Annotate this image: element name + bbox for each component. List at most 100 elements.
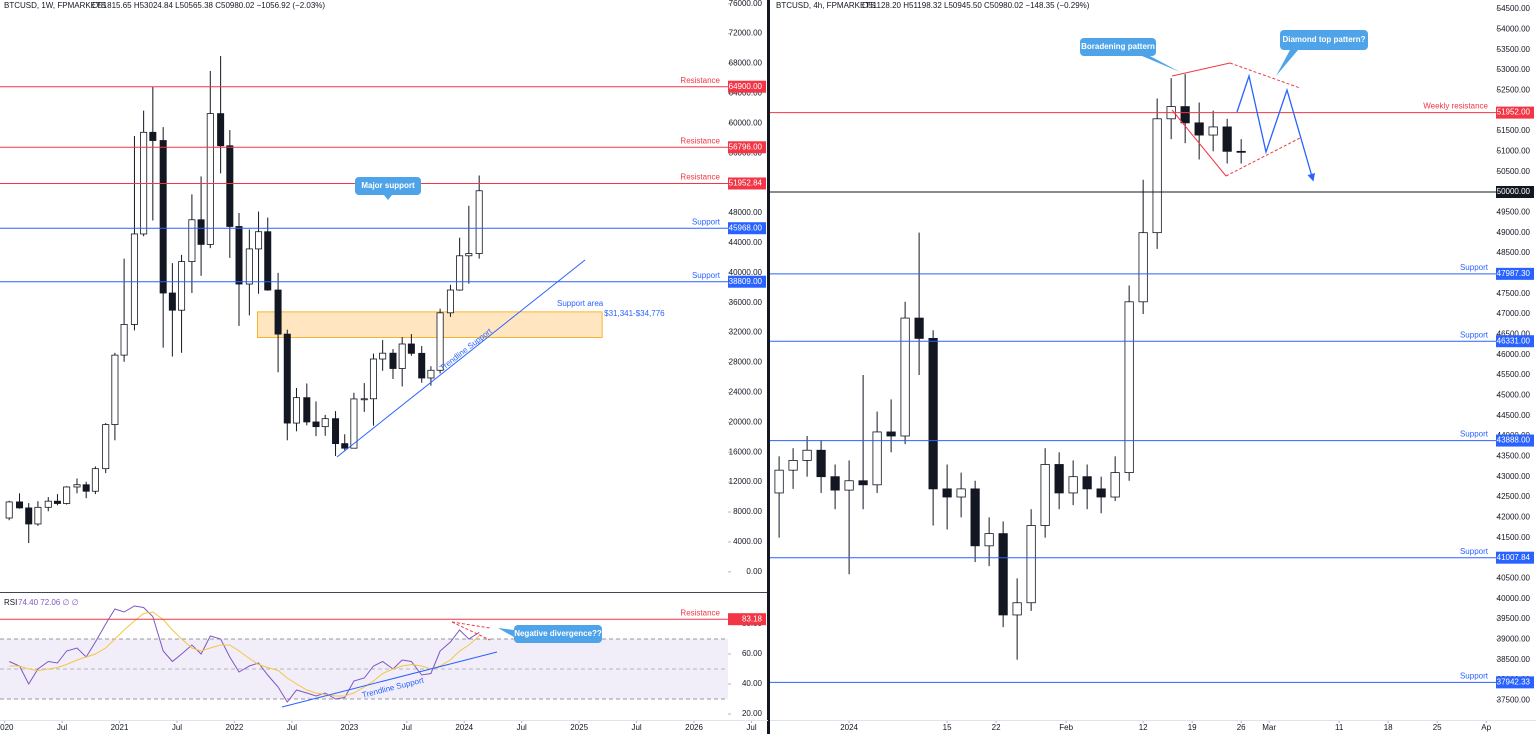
candle-body [379, 352, 387, 360]
x-tick-label: Jul [517, 723, 527, 732]
candle-body [802, 449, 812, 461]
candle-body [774, 469, 784, 494]
broadening-callout: Boradening pattern [1080, 38, 1180, 72]
symbol-header: BTCUSD, 1W, FPMARKETS [4, 1, 106, 10]
price-tag [1496, 335, 1534, 348]
candle-body [1026, 525, 1036, 604]
symbol-header: BTCUSD, 4h, FPMARKETS [776, 1, 876, 10]
y-tick-label: 32000.00 [729, 328, 763, 337]
x-tick-label: 2021 [111, 723, 129, 732]
price-tag-label: 51952.00 [1497, 108, 1531, 117]
price-tag-label: 56796.00 [729, 142, 763, 151]
candle-body [1054, 464, 1064, 494]
candle-body [1138, 232, 1148, 303]
candle-body [303, 397, 311, 423]
y-tick-label: 40000.00 [1497, 594, 1531, 603]
pattern-line [1171, 62, 1231, 77]
price-tag [1496, 267, 1534, 280]
callout-pointer [384, 195, 392, 200]
callout-text: Boradening pattern [1081, 42, 1155, 51]
level-name: Weekly resistance [1423, 102, 1488, 111]
rsi-line [8, 605, 480, 703]
candle-body [886, 431, 896, 437]
rsi-trendline [281, 651, 498, 708]
candle-body [5, 501, 13, 519]
candle-body [1194, 122, 1204, 136]
divergence-line [451, 621, 491, 641]
divergence-line [451, 621, 491, 629]
candle-body [111, 354, 119, 425]
y-tick-label: 48500.00 [1497, 248, 1531, 257]
price-tag [728, 80, 766, 93]
level-name: Resistance [680, 76, 720, 85]
price-tag-label: 41007.84 [1497, 553, 1531, 562]
candle-body [34, 506, 42, 525]
callout-box [514, 625, 602, 643]
x-tick-label: Jul [631, 723, 641, 732]
callout-text: Diamond top pattern? [1282, 35, 1365, 44]
price-tag-label: 47987.30 [1497, 269, 1531, 278]
price-tag-label: 38809.00 [729, 277, 763, 286]
price-tag [1496, 676, 1534, 689]
y-tick-label: 42000.00 [1497, 512, 1531, 521]
candle-body [1208, 126, 1218, 136]
candle-body [130, 233, 138, 325]
y-tick-label: 39000.00 [1497, 634, 1531, 643]
x-tick-label: 18 [1384, 723, 1393, 732]
candle-body [188, 219, 196, 263]
x-tick-label: 2020 [0, 723, 14, 732]
candle-body [436, 312, 444, 371]
price-tag-label: 46331.00 [1497, 336, 1531, 345]
pattern-line [1171, 109, 1227, 177]
level-name: Support [1460, 430, 1489, 439]
candle-body [292, 397, 300, 424]
y-tick-label: 40500.00 [1497, 573, 1531, 582]
candle-body [407, 343, 415, 354]
y-tick-label: 44000.00 [729, 238, 763, 247]
candle-body [312, 421, 320, 428]
divergence-callout: Negative divergence?? [498, 625, 602, 643]
y-tick-label: 72000.00 [729, 29, 763, 38]
price-tag-label: 43888.00 [1497, 436, 1531, 445]
level-name: Resistance [680, 136, 720, 145]
candle-body [264, 231, 272, 291]
candle-body [1124, 301, 1134, 474]
candle-body [360, 398, 368, 401]
candle-body [389, 352, 397, 369]
y-tick-label: 24000.00 [729, 388, 763, 397]
level-name: Support [1460, 547, 1489, 556]
candle-body [446, 289, 454, 314]
level-name: Resistance [680, 173, 720, 182]
y-tick-label: 0.00 [746, 567, 762, 576]
candle-body [1096, 488, 1106, 498]
price-tag [728, 177, 766, 190]
candle-body [1068, 476, 1078, 494]
callout-pointer [1142, 56, 1180, 72]
y-tick-label: 76000.00 [729, 0, 763, 8]
callout-box [355, 177, 421, 195]
candle-body [788, 460, 798, 471]
candle-body [858, 480, 868, 486]
y-tick-label: 39500.00 [1497, 614, 1531, 623]
candle-body [900, 317, 910, 437]
candle-body [350, 398, 358, 449]
candle-body [25, 507, 33, 525]
level-name: Support [1460, 671, 1489, 680]
candle-body [369, 358, 377, 400]
candle-body [149, 131, 157, 141]
ohlc-header: O51815.65 H53024.84 L50565.38 C50980.02 … [92, 1, 325, 10]
y-tick-label: 54000.00 [1497, 24, 1531, 33]
level-name: Support [692, 217, 721, 226]
x-tick-label: 22 [992, 723, 1001, 732]
y-tick-label: 46500.00 [1497, 329, 1531, 338]
candle-body [427, 369, 435, 379]
candle-body [872, 431, 882, 486]
candle-body [970, 488, 980, 547]
price-tag [1496, 434, 1534, 447]
candle-body [73, 484, 81, 488]
level-name: Support [1460, 263, 1489, 272]
y-tick-label: 54500.00 [1497, 4, 1531, 13]
y-tick-label: 51000.00 [1497, 146, 1531, 155]
rsi-title: RSI [4, 598, 17, 607]
y-tick-label: 47500.00 [1497, 289, 1531, 298]
